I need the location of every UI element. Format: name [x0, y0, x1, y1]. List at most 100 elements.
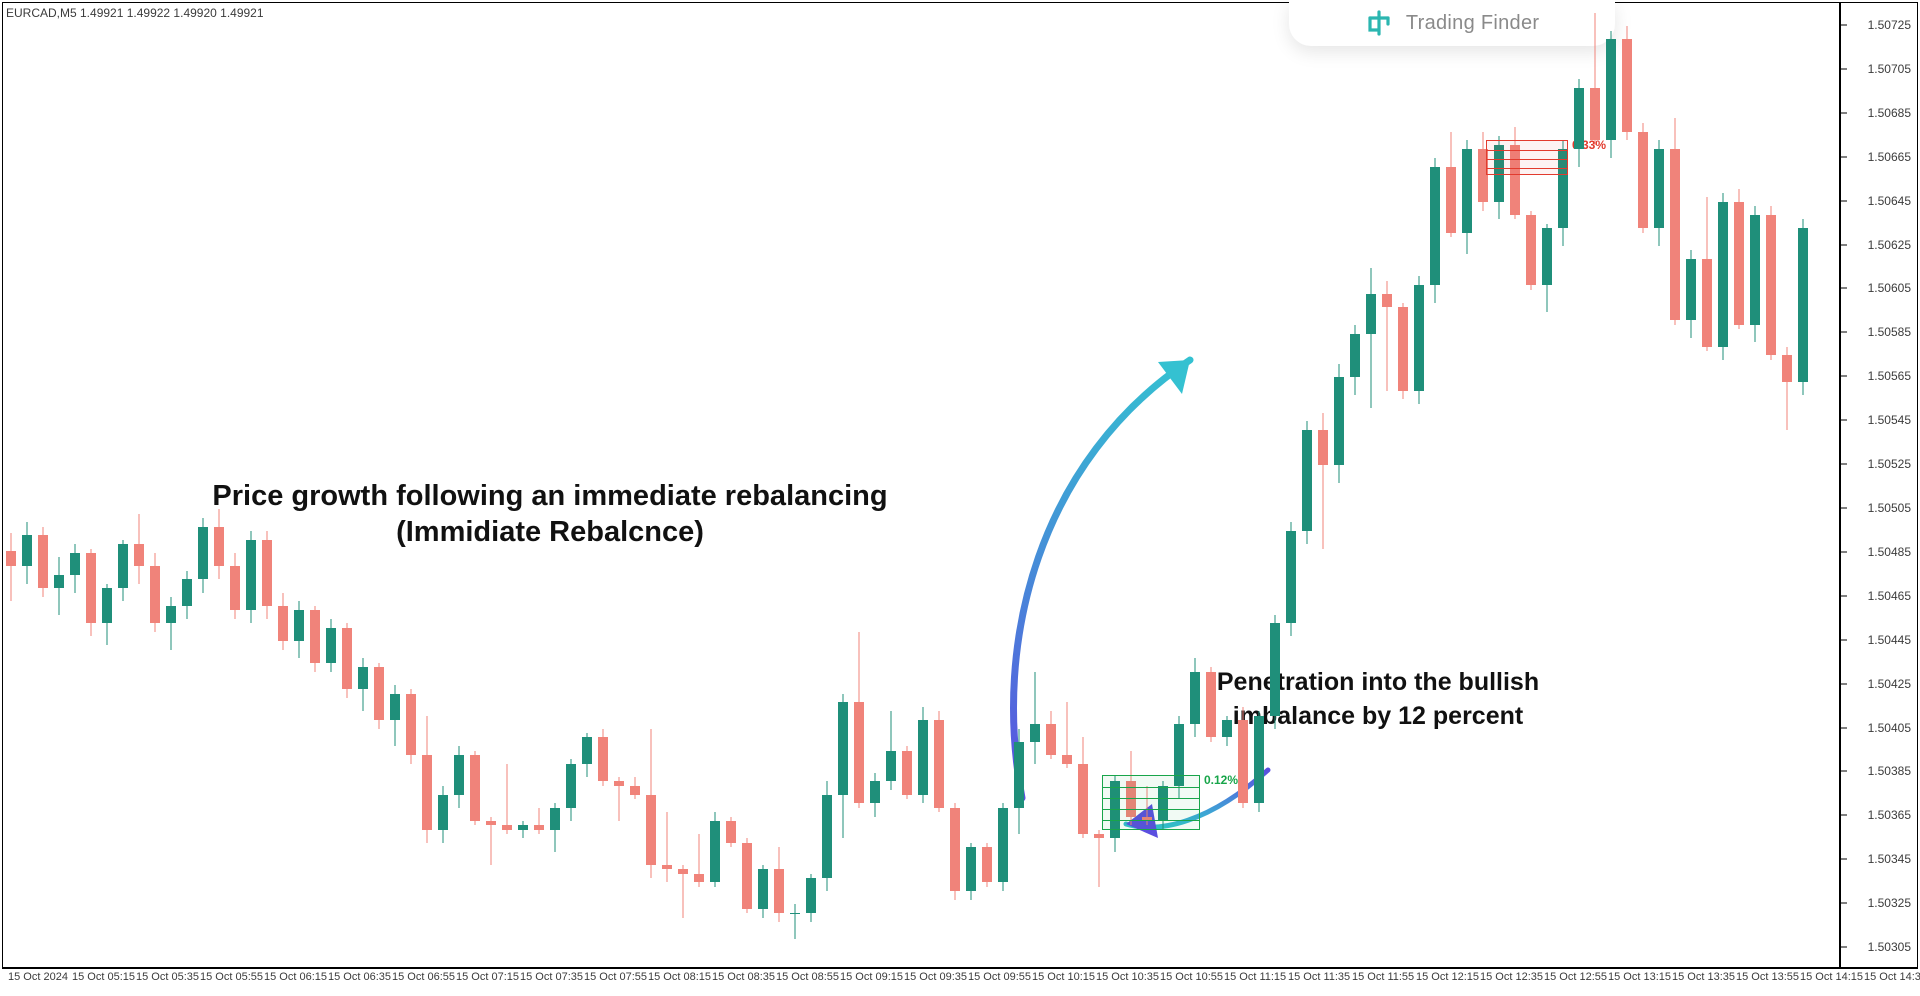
- candle[interactable]: [1750, 206, 1760, 342]
- candle[interactable]: [1078, 737, 1088, 838]
- candle[interactable]: [758, 865, 768, 918]
- candle[interactable]: [790, 904, 800, 939]
- candle[interactable]: [1734, 189, 1744, 330]
- candle[interactable]: [518, 821, 528, 839]
- candle[interactable]: [1654, 140, 1664, 245]
- candle[interactable]: [422, 716, 432, 843]
- candle[interactable]: [294, 601, 304, 658]
- candle[interactable]: [566, 759, 576, 820]
- candle[interactable]: [1382, 281, 1392, 391]
- candle[interactable]: [550, 803, 560, 851]
- candle[interactable]: [1030, 672, 1040, 764]
- candle[interactable]: [662, 812, 672, 882]
- candle[interactable]: [262, 531, 272, 619]
- candle[interactable]: [726, 817, 736, 848]
- candle[interactable]: [918, 707, 928, 804]
- candle[interactable]: [1622, 26, 1632, 140]
- candle[interactable]: [1350, 325, 1360, 395]
- candle[interactable]: [182, 571, 192, 619]
- candle[interactable]: [1222, 716, 1232, 747]
- candle[interactable]: [870, 773, 880, 817]
- candle[interactable]: [886, 711, 896, 790]
- candle[interactable]: [806, 874, 816, 922]
- candle[interactable]: [486, 817, 496, 865]
- candle[interactable]: [982, 843, 992, 887]
- candle[interactable]: [6, 533, 16, 601]
- candle[interactable]: [1238, 707, 1248, 808]
- candle[interactable]: [406, 689, 416, 764]
- candle[interactable]: [1206, 667, 1216, 742]
- candle[interactable]: [838, 694, 848, 839]
- candle[interactable]: [1366, 268, 1376, 409]
- candle[interactable]: [1798, 219, 1808, 395]
- candle[interactable]: [374, 663, 384, 729]
- candle[interactable]: [534, 808, 544, 834]
- candle[interactable]: [1094, 830, 1104, 887]
- candle[interactable]: [134, 514, 144, 584]
- candle[interactable]: [38, 527, 48, 597]
- candle[interactable]: [774, 847, 784, 922]
- candle[interactable]: [502, 764, 512, 834]
- candle[interactable]: [1590, 13, 1600, 145]
- candle[interactable]: [310, 606, 320, 672]
- candle[interactable]: [1702, 197, 1712, 351]
- candle[interactable]: [454, 746, 464, 807]
- candle[interactable]: [342, 623, 352, 698]
- candle[interactable]: [1606, 31, 1616, 158]
- candle[interactable]: [1526, 211, 1536, 290]
- candle[interactable]: [1302, 421, 1312, 544]
- candle[interactable]: [1062, 702, 1072, 768]
- candle[interactable]: [822, 781, 832, 891]
- candle[interactable]: [646, 729, 656, 878]
- candle[interactable]: [934, 711, 944, 812]
- candle[interactable]: [1046, 711, 1056, 759]
- candle[interactable]: [1014, 729, 1024, 834]
- candle[interactable]: [1718, 193, 1728, 360]
- candle[interactable]: [710, 812, 720, 887]
- candle[interactable]: [902, 746, 912, 799]
- candle[interactable]: [1462, 140, 1472, 254]
- candle[interactable]: [390, 685, 400, 746]
- candle[interactable]: [854, 632, 864, 808]
- candle[interactable]: [1190, 658, 1200, 737]
- candle[interactable]: [1686, 250, 1696, 338]
- candle[interactable]: [1430, 158, 1440, 303]
- candle[interactable]: [198, 518, 208, 593]
- candle[interactable]: [230, 553, 240, 619]
- candle[interactable]: [214, 509, 224, 579]
- candle[interactable]: [1542, 224, 1552, 312]
- candle[interactable]: [1766, 206, 1776, 360]
- candle[interactable]: [1446, 132, 1456, 237]
- candle[interactable]: [70, 544, 80, 592]
- candle[interactable]: [598, 729, 608, 786]
- candle[interactable]: [1782, 347, 1792, 430]
- candle[interactable]: [998, 803, 1008, 891]
- candle[interactable]: [326, 619, 336, 672]
- candle[interactable]: [950, 803, 960, 900]
- candle[interactable]: [630, 777, 640, 799]
- candle[interactable]: [742, 838, 752, 913]
- candle[interactable]: [694, 834, 704, 887]
- candle[interactable]: [614, 777, 624, 821]
- candle[interactable]: [470, 751, 480, 826]
- candle[interactable]: [1286, 522, 1296, 636]
- candle[interactable]: [1334, 364, 1344, 483]
- candle[interactable]: [582, 733, 592, 777]
- candle[interactable]: [54, 557, 64, 614]
- candle[interactable]: [118, 540, 128, 601]
- candle[interactable]: [1254, 711, 1264, 812]
- candle[interactable]: [1638, 123, 1648, 233]
- candle[interactable]: [22, 522, 32, 583]
- candle[interactable]: [438, 786, 448, 843]
- candle[interactable]: [102, 584, 112, 645]
- candle[interactable]: [86, 549, 96, 637]
- candle[interactable]: [1414, 276, 1424, 403]
- candle[interactable]: [1670, 118, 1680, 324]
- candle[interactable]: [246, 531, 256, 623]
- candle[interactable]: [278, 593, 288, 650]
- candle[interactable]: [1318, 413, 1328, 549]
- candle[interactable]: [966, 843, 976, 900]
- candle[interactable]: [166, 597, 176, 650]
- candle[interactable]: [1574, 79, 1584, 167]
- candle[interactable]: [1398, 303, 1408, 400]
